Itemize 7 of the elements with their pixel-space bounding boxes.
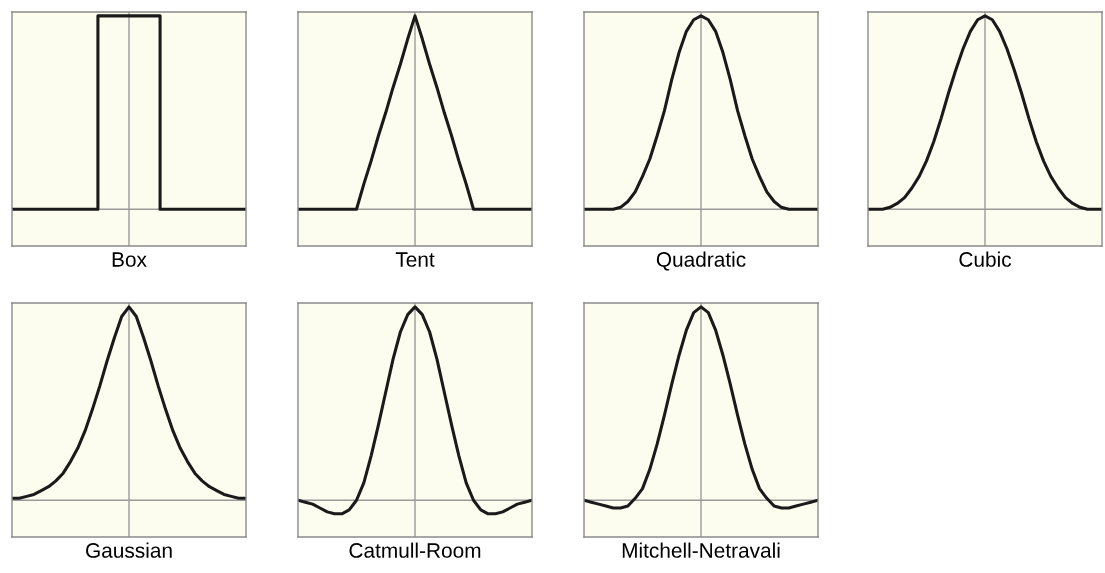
x-axis-title: Catmull-Room (349, 542, 481, 558)
x-axis-title: Box (112, 252, 147, 267)
x-axis-title: Quadratic (656, 251, 746, 271)
x-axis-title: Mitchell-Netravali (622, 542, 780, 558)
x-axis-title: Tent (395, 252, 435, 267)
x-axis-title: Gaussian (86, 542, 172, 558)
x-axis-title: Cubic (959, 251, 1012, 267)
